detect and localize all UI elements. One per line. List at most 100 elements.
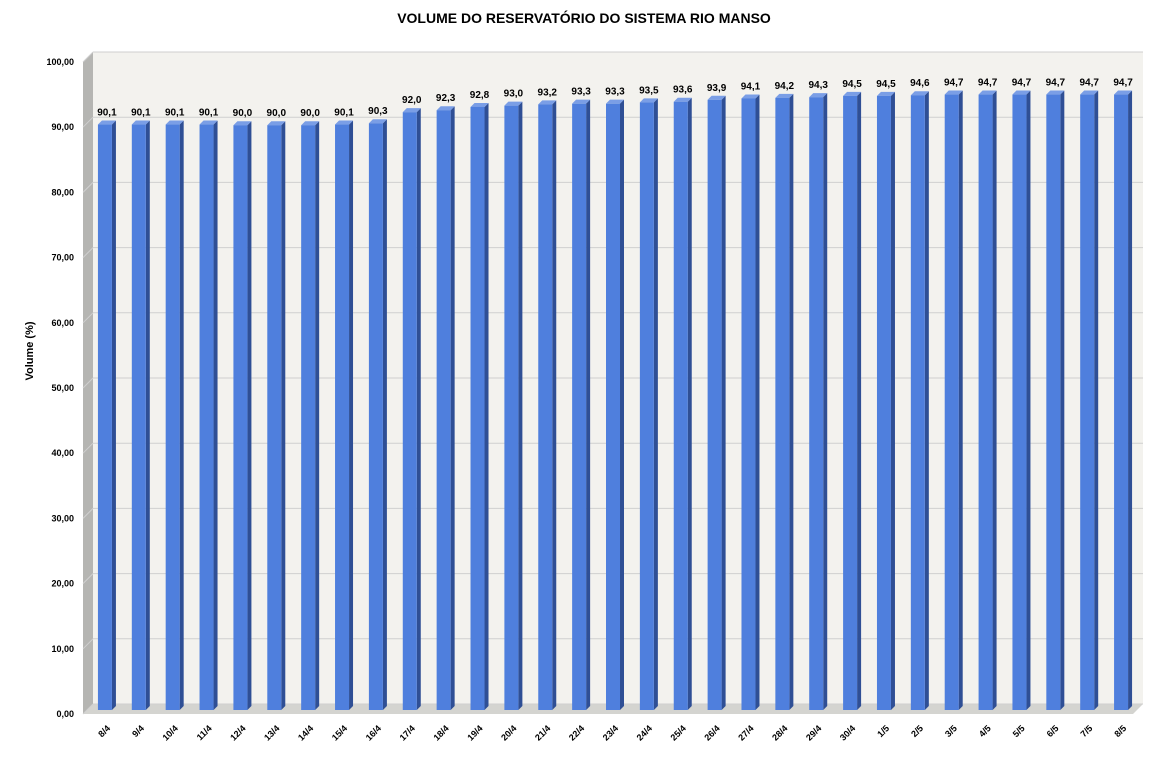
data-label: 90,0 [233,108,253,119]
gridline-side [82,573,94,584]
bar-side [349,120,354,711]
bar [436,110,451,711]
data-label: 94,7 [944,78,964,89]
data-label: 94,7 [1079,78,1099,89]
bar-side [755,94,760,710]
data-label: 90,3 [368,106,388,117]
x-tick-label: 26/4 [702,723,721,742]
x-tick-label: 13/4 [262,723,281,742]
bar [368,123,383,710]
x-tick-label: 14/4 [296,723,315,742]
bar [876,95,891,711]
bar [606,103,620,710]
x-tick-label: 9/4 [130,723,146,739]
data-label: 94,1 [741,81,761,92]
bar-side [179,120,184,711]
bar-top [775,93,794,98]
x-tick-label: 5/5 [1011,723,1027,739]
gridline-side [82,508,94,519]
data-label: 90,0 [300,108,320,119]
bar-side [111,120,116,711]
data-label: 93,0 [504,89,524,100]
x-tick-label: 12/4 [228,723,247,742]
data-label: 94,5 [876,79,896,90]
bar-top [707,95,726,100]
y-tick-label: 80,00 [51,187,74,197]
bar-top [741,94,760,99]
x-tick-label: 11/4 [195,723,214,742]
y-tick-label: 50,00 [51,383,74,393]
x-tick-label: 23/4 [601,723,620,742]
bar [131,124,146,711]
bar [504,105,519,710]
bar-side [958,90,963,710]
bar [165,124,180,711]
bar [301,125,316,710]
bar-top [843,91,862,96]
x-tick-label: 8/4 [96,723,112,739]
bar-side [315,121,320,710]
data-label: 90,1 [165,108,185,119]
y-tick-label: 70,00 [51,253,74,263]
bar [978,94,993,710]
x-tick-label: 20/4 [499,723,518,742]
x-tick-label: 16/4 [364,723,383,742]
data-label: 90,0 [267,108,287,119]
bar [233,125,248,710]
data-label: 90,1 [131,108,151,119]
x-tick-label: 17/4 [398,723,417,742]
x-tick-label: 3/5 [943,723,959,739]
bar-top [876,91,895,96]
bar-side [890,91,895,711]
data-label: 93,3 [605,87,625,98]
gridline-side [82,703,94,715]
data-label: 94,6 [910,78,930,89]
bar-top [538,100,557,105]
x-tick-label: 25/4 [669,723,688,742]
data-label: 93,6 [673,85,693,96]
bar-side [924,91,929,710]
x-tick-label: 1/5 [875,723,891,739]
bar-side [653,98,658,710]
x-tick-label: 28/4 [770,723,789,742]
y-tick-label: 0,00 [56,709,74,719]
y-tick-label: 10,00 [51,644,74,654]
data-label: 92,0 [402,95,422,106]
chart-title: VOLUME DO RESERVATÓRIO DO SISTEMA RIO MA… [397,10,771,26]
bar [402,112,417,710]
data-label: 93,3 [571,87,591,98]
bar-side [145,120,150,711]
bar-side [992,90,997,710]
bar [944,94,959,710]
x-tick-label: 19/4 [465,723,484,742]
x-tick-label: 15/4 [330,723,349,742]
bar-side [518,101,523,710]
bar-top [504,101,523,106]
y-tick-label: 100,00 [46,57,74,67]
bar-top [199,120,218,125]
bar-top [1080,90,1099,95]
data-label: 94,7 [978,78,998,89]
bar [572,103,587,710]
bar-side [552,100,557,710]
x-tick-label: 30/4 [838,723,857,742]
bar [1080,94,1095,710]
bar [1114,94,1129,710]
bar-side [1060,90,1065,710]
gridline-side [82,442,94,454]
bar [1012,94,1027,710]
gridline-side [82,377,94,389]
bar-top [436,106,455,111]
gridline-side [82,116,94,128]
data-label: 93,2 [538,87,558,98]
bar-side [586,99,591,710]
bar-top [368,119,387,124]
data-label: 94,2 [775,81,795,92]
bar-side [857,91,862,711]
bar [335,124,350,711]
bar [267,125,282,710]
bar-top [809,93,828,98]
bar-side [247,121,252,710]
bar-side [450,106,455,711]
bar-top [572,99,591,104]
